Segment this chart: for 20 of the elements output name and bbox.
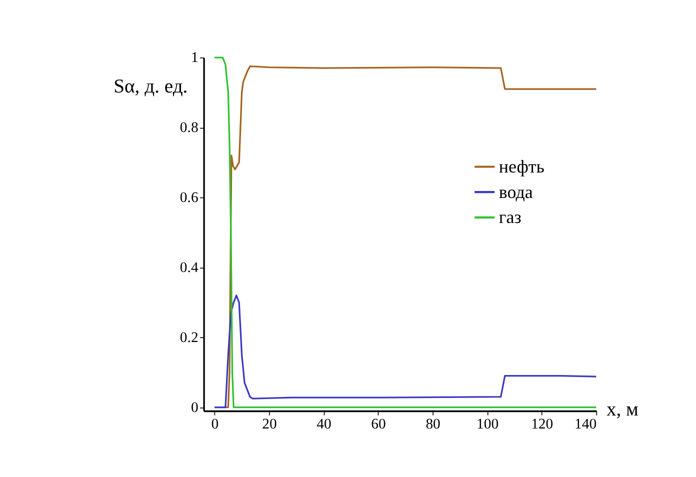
legend-label: газ [498,207,522,228]
x-tick-label: 100 [476,416,499,432]
legend-label: нефть [498,156,544,176]
x-axis-title: x, м [606,399,638,420]
y-tick-label: 0.6 [180,190,198,206]
y-axis-title: Sα, д. ед. [114,76,188,98]
x-tick-label: 40 [316,416,332,432]
x-tick-label: 140 [574,416,597,432]
y-tick-label: 1 [190,50,198,66]
legend-label: вода [498,182,533,202]
y-tick-label: 0.4 [180,260,199,276]
x-tick-label: 20 [262,416,277,432]
line-series [214,294,598,408]
x-tick-label: 120 [531,416,554,432]
y-tick-label: 0 [190,400,198,416]
x-tick-label: 60 [371,416,386,432]
x-tick-label: 80 [426,416,440,432]
y-tick-label: 0.8 [180,120,198,136]
x-tick-label: 0 [211,416,219,432]
y-tick-label: 0.2 [180,330,198,346]
